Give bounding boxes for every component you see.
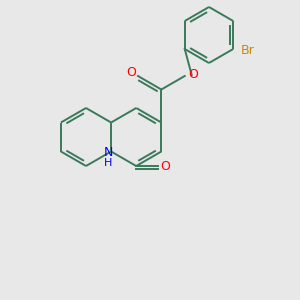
Text: N: N — [103, 146, 113, 159]
Text: H: H — [104, 158, 112, 167]
Text: O: O — [126, 67, 136, 80]
Text: Br: Br — [240, 44, 254, 58]
Text: O: O — [160, 160, 170, 173]
Text: O: O — [188, 68, 198, 82]
